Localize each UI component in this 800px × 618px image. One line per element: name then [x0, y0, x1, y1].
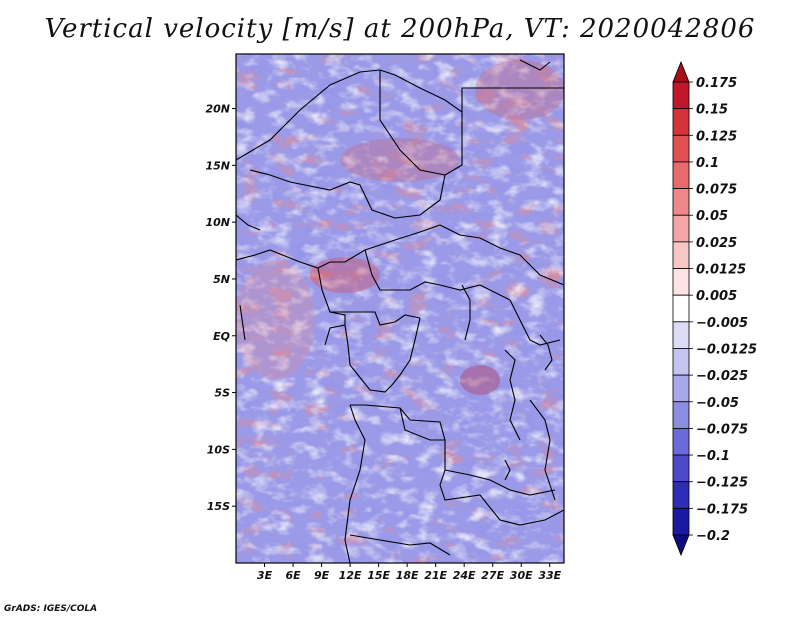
colorbar-swatch	[672, 507, 690, 536]
colorbar-swatch	[672, 374, 690, 403]
colorbar-swatch	[672, 454, 690, 483]
colorbar-swatch	[672, 188, 690, 216]
lon-label: 15E	[367, 569, 390, 582]
lat-label: 15S	[207, 500, 230, 513]
colorbar-label: −0.2	[696, 529, 730, 544]
colorbar-swatch	[672, 134, 690, 163]
lat-label: EQ	[213, 330, 230, 343]
colorbar-label: −0.0125	[696, 342, 757, 357]
colorbar-label: −0.075	[696, 422, 748, 437]
colorbar-swatch	[672, 348, 690, 376]
colorbar-swatch	[672, 214, 690, 243]
lat-label: 15N	[205, 159, 230, 172]
country-borders	[236, 59, 564, 563]
colorbar-swatch	[672, 108, 690, 136]
lat-label: 5S	[214, 387, 230, 400]
colorbar-label: 0.025	[696, 236, 737, 251]
colorbar-swatch	[672, 481, 690, 509]
lon-label: 24E	[453, 569, 476, 582]
colorbar-bottom-arrow	[672, 534, 690, 557]
grads-credit: GrADS: IGES/COLA	[4, 604, 98, 614]
colorbar-label: 0.005	[696, 289, 737, 304]
colorbar: 0.175 0.15 0.125 0.1 0.075 0.05 0.025 0.0125 0.0…	[672, 60, 757, 557]
colorbar-label: 0.1	[696, 156, 719, 171]
velocity-field	[236, 54, 564, 563]
colorbar-label: 0.05	[696, 209, 728, 224]
lon-label: 21E	[424, 569, 447, 582]
lon-label: 18E	[396, 569, 419, 582]
colorbar-swatch	[672, 161, 690, 189]
colorbar-top-arrow	[672, 60, 690, 83]
colorbar-label: −0.005	[696, 316, 748, 331]
colorbar-swatch	[672, 321, 690, 349]
colorbar-label: −0.05	[696, 396, 739, 411]
chart-title: Vertical velocity [m/s] at 200hPa, VT: 2…	[44, 14, 756, 44]
colorbar-swatch	[672, 268, 690, 296]
colorbar-swatch	[672, 241, 690, 269]
colorbar-label: 0.075	[696, 183, 737, 198]
colorbar-swatch	[672, 294, 690, 323]
colorbar-label: −0.1	[696, 449, 730, 464]
colorbar-label: −0.175	[696, 502, 748, 517]
lon-label: 33E	[538, 569, 561, 582]
lon-label: 30E	[510, 569, 533, 582]
lon-label: 27E	[481, 569, 504, 582]
lat-label: 10N	[205, 216, 230, 229]
lon-label: 6E	[285, 569, 301, 582]
lat-label: 10S	[207, 443, 230, 456]
colorbar-label: 0.125	[696, 129, 737, 144]
longitude-axis: 3E 6E 9E 12E 15E 18E 21E 24E 27E 30E 33E	[257, 563, 562, 582]
lon-label: 3E	[257, 569, 273, 582]
lat-label: 20N	[205, 103, 230, 116]
lon-label: 12E	[339, 569, 362, 582]
colorbar-swatch	[672, 401, 690, 429]
map-frame	[235, 53, 565, 564]
lat-label: 5N	[213, 273, 230, 286]
lon-label: 9E	[314, 569, 330, 582]
colorbar-label: −0.125	[696, 476, 748, 491]
colorbar-swatch	[672, 81, 690, 110]
colorbar-label: 0.15	[696, 103, 728, 118]
colorbar-swatch	[672, 428, 690, 456]
latitude-axis: 20N 15N 10N 5N EQ 5S 10S 15S	[205, 103, 236, 513]
colorbar-label: 0.0125	[696, 263, 746, 278]
colorbar-label: −0.025	[696, 369, 748, 384]
colorbar-label: 0.175	[696, 76, 737, 91]
